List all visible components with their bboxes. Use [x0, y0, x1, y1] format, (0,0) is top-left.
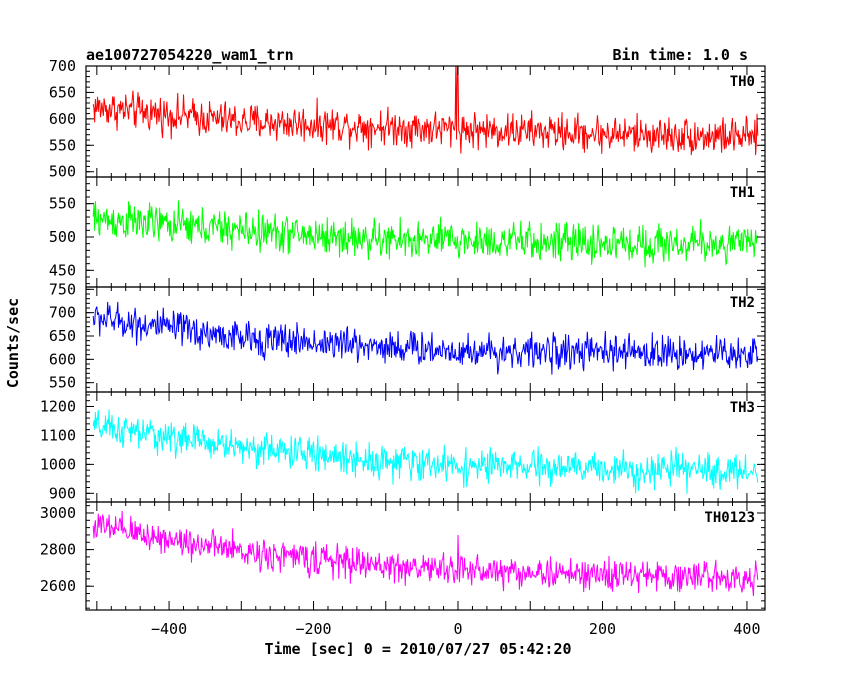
series-th0123 — [92, 510, 759, 597]
y-tick-label: 1000 — [40, 455, 76, 473]
y-tick-label: 600 — [49, 110, 76, 128]
x-tick-label: 200 — [589, 620, 616, 638]
series-th2 — [92, 301, 759, 375]
y-tick-label: 550 — [49, 136, 76, 154]
y-tick-label: 700 — [49, 57, 76, 75]
x-axis-tick-labels: −400 −200 0 200 400 — [151, 620, 760, 638]
y-tick-label: 650 — [49, 327, 76, 345]
y-tick-label: 650 — [49, 83, 76, 101]
y-tick-label: 500 — [49, 163, 76, 181]
panel-th2: 550 600 650 700 750 TH2 — [49, 280, 766, 393]
y-tick-label: 2800 — [40, 541, 76, 559]
panel-th0123: 2600 2800 3000 TH0123 — [40, 501, 766, 611]
y-tick-label: 750 — [49, 280, 76, 298]
chart-title: ae100727054220_wam1_trn — [86, 46, 294, 64]
x-tick-label: −400 — [151, 620, 187, 638]
y-tick-label: 900 — [49, 484, 76, 502]
y-tick-label: 1200 — [40, 397, 76, 415]
x-tick-label: 400 — [733, 620, 760, 638]
panel-frame — [85, 391, 766, 503]
panel-label-th0123: TH0123 — [704, 510, 755, 526]
y-tick-label: 2600 — [40, 577, 76, 595]
y-tick-label: 3000 — [40, 504, 76, 522]
panel-frame — [85, 501, 766, 611]
y-tick-label: 600 — [49, 350, 76, 368]
panel-th3: 900 1000 1100 1200 TH3 — [40, 391, 766, 503]
y-tick-label: 500 — [49, 228, 76, 246]
bin-time-label: Bin time: 1.0 s — [613, 46, 748, 64]
x-axis-title: Time [sec] 0 = 2010/07/27 05:42:20 — [264, 640, 571, 658]
y-axis-title: Counts/sec — [4, 298, 22, 388]
y-tick-label: 550 — [49, 374, 76, 392]
y-tick-label: 700 — [49, 304, 76, 322]
y-tick-label: 450 — [49, 261, 76, 279]
y-tick-label: 1100 — [40, 426, 76, 444]
panel-label-th3: TH3 — [730, 400, 755, 416]
series-th1 — [92, 200, 759, 268]
panel-label-th2: TH2 — [730, 295, 755, 311]
y-tick-label: 550 — [49, 195, 76, 213]
panel-th0: 500 550 600 650 700 TH0 — [49, 57, 766, 181]
panel-label-th0: TH0 — [730, 74, 755, 90]
series-th0 — [92, 66, 759, 156]
x-tick-label: 0 — [453, 620, 462, 638]
panels-group: 500 550 600 650 700 TH0 450 500 550 TH1 550 600 650 7… — [40, 57, 766, 611]
panel-label-th1: TH1 — [730, 185, 755, 201]
series-th3 — [92, 409, 759, 494]
panel-th1: 450 500 550 TH1 — [49, 176, 766, 288]
x-tick-label: −200 — [295, 620, 331, 638]
